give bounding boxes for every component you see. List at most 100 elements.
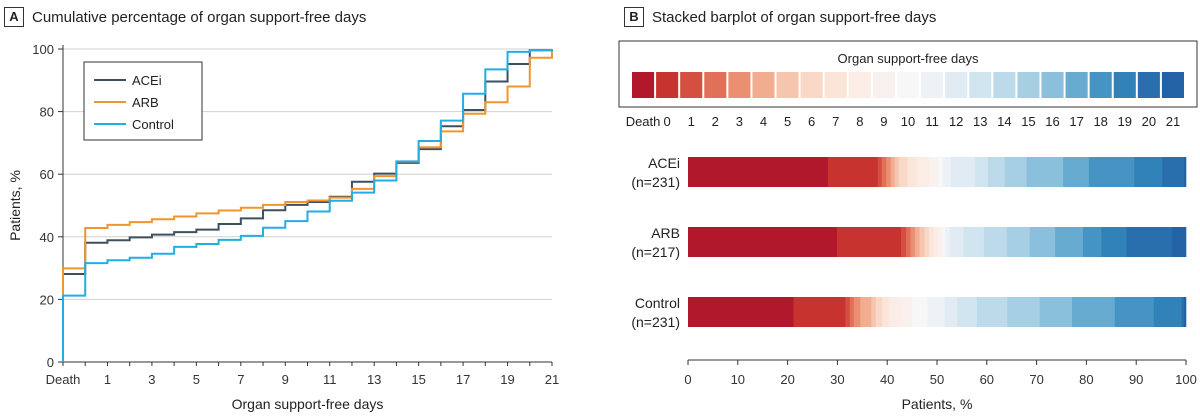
legend-label: 19	[1118, 114, 1132, 129]
y-tick-label: 60	[40, 167, 54, 182]
bar-segment	[974, 157, 989, 187]
bar-label: Control	[635, 295, 680, 311]
legend-swatch	[728, 72, 751, 98]
bar-segment	[860, 297, 872, 327]
x-tick-label: 100	[1175, 372, 1197, 387]
bar-segment	[1007, 297, 1040, 327]
legend-swatch	[1041, 72, 1064, 98]
bar-group-acei	[688, 157, 1187, 187]
legend-swatch	[921, 72, 944, 98]
panel-b-letter: B	[624, 7, 644, 27]
legend-swatch	[824, 72, 847, 98]
legend-label: 7	[832, 114, 839, 129]
bar-segment	[937, 227, 943, 257]
legend-label: 10	[901, 114, 915, 129]
x-tick-label: 9	[282, 372, 289, 387]
x-tick-label: 7	[237, 372, 244, 387]
legend-swatch	[993, 72, 1016, 98]
bar-segment	[845, 297, 851, 327]
y-tick-label: 0	[47, 355, 54, 370]
legend-label: Death	[626, 114, 661, 129]
bar-segment	[901, 227, 907, 257]
legend-swatch	[776, 72, 799, 98]
legend-swatch	[680, 72, 703, 98]
bar-segment	[957, 297, 978, 327]
bar-segment	[877, 157, 883, 187]
panel-a-title: Cumulative percentage of organ support-f…	[32, 8, 367, 26]
x-tick-label: 0	[684, 372, 691, 387]
legend-label: 1	[688, 114, 695, 129]
series-line-acei	[62, 49, 553, 362]
bar-segment	[875, 297, 883, 327]
bar-segment	[950, 157, 976, 187]
bar-segment	[901, 297, 913, 327]
bar-segment	[910, 227, 916, 257]
legend-label: 12	[949, 114, 963, 129]
legend-label-acei: ACEi	[132, 73, 162, 88]
x-tick-label: 13	[367, 372, 381, 387]
bar-segment	[942, 157, 952, 187]
x-tick-label: 50	[930, 372, 944, 387]
legend-label: 17	[1069, 114, 1083, 129]
bar-segment	[882, 297, 889, 327]
legend-label: 14	[997, 114, 1011, 129]
legend-label: 4	[760, 114, 767, 129]
legend-label: 9	[880, 114, 887, 129]
series-line-arb	[62, 49, 553, 362]
bar-segment	[871, 297, 877, 327]
legend-swatch	[1065, 72, 1088, 98]
legend-swatch	[632, 72, 655, 98]
series-line-control	[62, 49, 553, 362]
bar-segment	[688, 157, 829, 187]
panel-b-header: B Stacked barplot of organ support-free …	[624, 6, 936, 28]
x-tick-label: 10	[731, 372, 745, 387]
x-tick-label: 1	[104, 372, 111, 387]
legend: ACEi ARB Control	[83, 61, 203, 141]
legend-label: 13	[973, 114, 987, 129]
bar-segment	[987, 157, 1006, 187]
bar-segment	[881, 157, 887, 187]
bar-segment	[924, 227, 930, 257]
legend-swatch	[969, 72, 992, 98]
bar-segment	[849, 297, 855, 327]
bar-segment	[894, 157, 899, 187]
bar-label: ARB	[651, 225, 680, 241]
y-tick-label: 20	[40, 292, 54, 307]
x-tick-label: 15	[411, 372, 425, 387]
bar-segment	[912, 297, 928, 327]
bar-segment	[929, 157, 939, 187]
x-axis-label: Patients, %	[902, 396, 973, 412]
bar-n-label: (n=217)	[631, 244, 680, 260]
legend-label: 0	[664, 114, 671, 129]
legend-label-arb: ARB	[132, 95, 159, 110]
legend-swatch	[1017, 72, 1040, 98]
bar-segment	[1006, 227, 1030, 257]
x-tick-label: 40	[880, 372, 894, 387]
legend-label-control: Control	[132, 117, 174, 132]
bar-segment	[1184, 297, 1187, 327]
bar-segment	[949, 227, 964, 257]
x-tick-label: 3	[148, 372, 155, 387]
bar-segment	[933, 227, 939, 257]
legend: Organ support-free days	[618, 40, 1198, 108]
y-tick-label: 80	[40, 105, 54, 120]
bar-segment	[888, 297, 902, 327]
bar-segment	[890, 157, 895, 187]
x-tick-label: 70	[1029, 372, 1043, 387]
bar-segment	[827, 157, 879, 187]
bar-segment	[944, 297, 958, 327]
x-axis-label: Organ support-free days	[232, 396, 384, 412]
bar-segment	[1134, 157, 1163, 187]
bar-segment	[942, 227, 946, 257]
bar-group-control	[688, 297, 1187, 327]
bar-segment	[1184, 157, 1187, 187]
legend-swatch	[704, 72, 727, 98]
bar-n-label: (n=231)	[631, 314, 680, 330]
legend-title: Organ support-free days	[838, 51, 979, 66]
bar-segment	[898, 157, 908, 187]
bar-segment	[1082, 227, 1102, 257]
legend-label: 6	[808, 114, 815, 129]
panel-a-header: A Cumulative percentage of organ support…	[4, 6, 366, 28]
bar-segment	[963, 227, 985, 257]
